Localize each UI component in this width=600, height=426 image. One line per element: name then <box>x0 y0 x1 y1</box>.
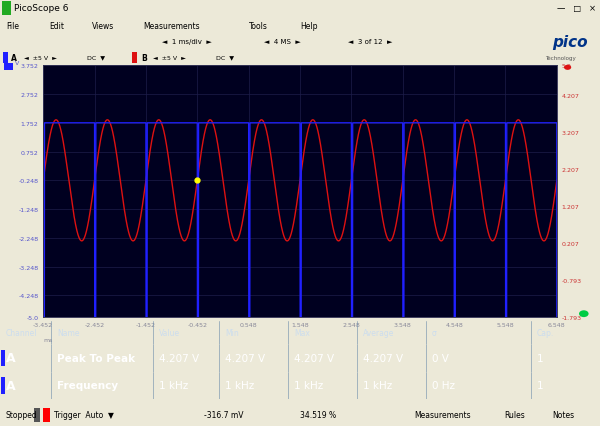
Text: ◄  4 MS  ►: ◄ 4 MS ► <box>264 39 301 45</box>
Bar <box>1 350 5 366</box>
Text: Measurements: Measurements <box>414 410 470 420</box>
Text: 1 kHz: 1 kHz <box>363 380 392 391</box>
Text: —   □   ×: — □ × <box>557 4 596 13</box>
Text: Frequency: Frequency <box>57 380 118 391</box>
Bar <box>1 377 5 394</box>
Text: Rules: Rules <box>504 410 525 420</box>
Bar <box>132 52 137 63</box>
Text: 4.207 V: 4.207 V <box>363 353 403 363</box>
Bar <box>3 52 8 63</box>
Text: 1: 1 <box>537 353 544 363</box>
Bar <box>43 408 50 422</box>
Text: Value: Value <box>159 328 180 337</box>
Text: σ: σ <box>432 328 437 337</box>
Text: A: A <box>6 351 16 365</box>
Text: -316.7 mV: -316.7 mV <box>204 410 244 420</box>
Text: B: B <box>141 54 147 63</box>
Text: Peak To Peak: Peak To Peak <box>57 353 135 363</box>
Text: Average: Average <box>363 328 394 337</box>
Text: 1: 1 <box>537 380 544 391</box>
Text: Edit: Edit <box>49 22 64 31</box>
Text: 1 kHz: 1 kHz <box>294 380 323 391</box>
Text: Notes: Notes <box>552 410 574 420</box>
Text: Trigger  Auto  ▼: Trigger Auto ▼ <box>54 410 114 420</box>
Text: 1 kHz: 1 kHz <box>159 380 188 391</box>
Text: A: A <box>11 54 17 63</box>
Text: pico: pico <box>552 35 587 50</box>
Text: 4.207 V: 4.207 V <box>159 353 199 363</box>
Text: DC  ▼: DC ▼ <box>87 56 105 60</box>
Text: ◄  3 of 12  ►: ◄ 3 of 12 ► <box>348 39 392 45</box>
Bar <box>34 408 40 422</box>
Text: ms: ms <box>43 337 53 343</box>
Text: PicoScope 6: PicoScope 6 <box>14 4 68 13</box>
Text: Channel: Channel <box>6 328 37 337</box>
Text: Help: Help <box>300 22 317 31</box>
Bar <box>2 2 11 16</box>
Text: Technology: Technology <box>545 56 576 60</box>
Text: 4.207 V: 4.207 V <box>294 353 334 363</box>
Text: DC  ▼: DC ▼ <box>216 56 234 60</box>
Text: File: File <box>6 22 19 31</box>
Text: Max: Max <box>294 328 310 337</box>
Text: Min: Min <box>225 328 239 337</box>
Text: Name: Name <box>57 328 79 337</box>
Text: 0 Hz: 0 Hz <box>432 380 455 391</box>
Text: ◄  ±5 V  ►: ◄ ±5 V ► <box>24 56 57 60</box>
Text: 34.519 %: 34.519 % <box>300 410 336 420</box>
Text: Cap.: Cap. <box>537 328 554 337</box>
Text: 1 kHz: 1 kHz <box>225 380 254 391</box>
Text: 0 V: 0 V <box>432 353 449 363</box>
Text: Tools: Tools <box>249 22 268 31</box>
Text: ◄  1 ms/div  ►: ◄ 1 ms/div ► <box>162 39 212 45</box>
Text: V: V <box>15 61 19 66</box>
Text: A: A <box>6 379 16 392</box>
Text: 4.207 V: 4.207 V <box>225 353 265 363</box>
Text: Measurements: Measurements <box>143 22 200 31</box>
Text: ◄  ±5 V  ►: ◄ ±5 V ► <box>153 56 186 60</box>
Text: Stopped: Stopped <box>6 410 38 420</box>
Text: Views: Views <box>92 22 115 31</box>
